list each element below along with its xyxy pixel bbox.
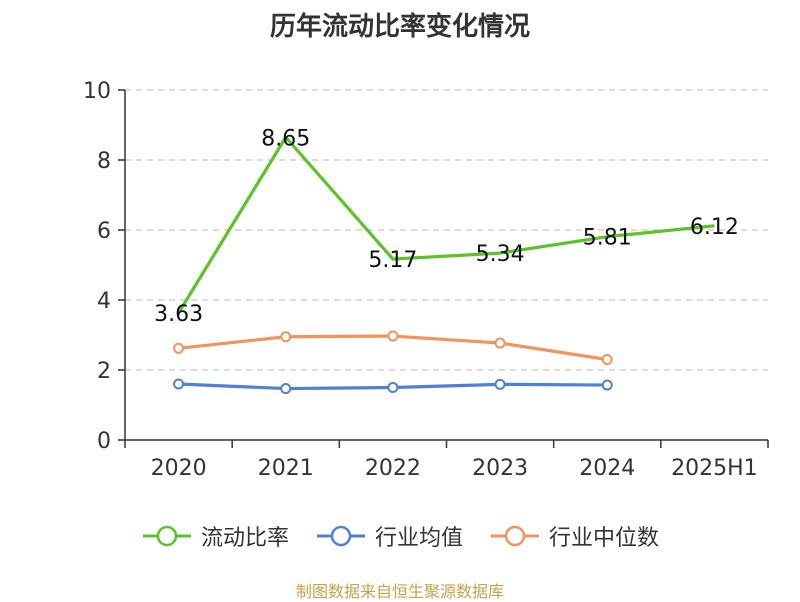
x-tick-label: 2020 [151, 456, 207, 481]
data-point [173, 378, 185, 390]
series-line-0 [177, 135, 715, 314]
grid-lines [125, 89, 768, 371]
legend-marker [330, 525, 352, 547]
legend-swatch [491, 525, 539, 547]
legend-marker [156, 525, 178, 547]
legend-label: 行业中位数 [549, 526, 660, 551]
legend-item[interactable]: 流动比率 [141, 520, 289, 552]
data-point [387, 382, 399, 393]
data-point [280, 331, 292, 343]
data-label: 3.63 [154, 302, 203, 327]
chart-title: 历年流动比率变化情况 [269, 12, 530, 42]
y-tick-label: 2 [97, 359, 111, 384]
data-point [387, 330, 399, 342]
legend-swatch [316, 525, 365, 547]
legend-item[interactable]: 行业均值 [315, 520, 463, 552]
y-tick-label: 4 [97, 289, 111, 314]
axes: 0 2 4 6 8 10 2020 2021 2022 2023 2024 2025H1 [83, 79, 769, 481]
y-tick-label: 8 [97, 149, 111, 174]
x-tick-label: 2025H1 [671, 456, 758, 481]
data-point [494, 378, 506, 390]
legend-swatch [142, 525, 191, 547]
y-tick-label: 10 [83, 79, 111, 104]
data-labels: 3.63 8.65 5.17 5.34 5.81 6.12 [154, 126, 739, 327]
x-tick-label: 2021 [258, 456, 314, 481]
data-label: 8.65 [261, 126, 310, 151]
x-tick-label: 2022 [365, 456, 421, 481]
data-point [280, 383, 292, 395]
data-point [601, 354, 613, 365]
data-label: 6.12 [690, 215, 739, 240]
legend-marker [504, 525, 526, 547]
legend: 流动比率 行业均值 行业中位数 [0, 520, 800, 552]
data-point [173, 342, 185, 354]
legend-label: 行业均值 [374, 526, 463, 551]
y-tick-label: 6 [97, 219, 111, 244]
series-lines [173, 135, 715, 395]
data-point [601, 379, 613, 391]
y-tick-label: 0 [97, 429, 111, 454]
legend-item[interactable]: 行业中位数 [489, 520, 659, 552]
data-label: 5.17 [368, 248, 417, 273]
x-tick-label: 2023 [472, 456, 528, 481]
data-label: 5.34 [476, 242, 525, 267]
x-tick-label: 2024 [579, 456, 635, 481]
data-label: 5.81 [583, 226, 632, 251]
legend-label: 流动比率 [200, 526, 289, 551]
data-point [494, 337, 506, 349]
source-note: 制图数据来自恒生聚源数据库 [295, 582, 504, 601]
